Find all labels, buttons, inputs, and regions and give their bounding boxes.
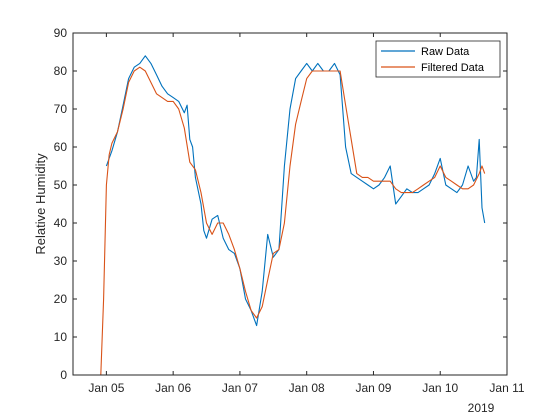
y-tick-label: 40 (54, 216, 68, 230)
y-tick-label: 90 (54, 26, 68, 40)
x-tick-label: Jan 09 (355, 381, 391, 395)
series-line-filtered-data (100, 66, 486, 376)
y-tick-label: 60 (54, 140, 68, 154)
y-tick-label: 0 (60, 368, 67, 382)
series-lines (100, 55, 486, 376)
y-axis-label: Relative Humidity (33, 153, 48, 255)
y-tick-label: 50 (54, 178, 68, 192)
x-tick-label: Jan 05 (88, 381, 124, 395)
x-axis-ticks: Jan 05 Jan 06 Jan 07 Jan 08 Jan 09 Jan 10 Jan … (88, 33, 525, 395)
y-tick-label: 80 (54, 64, 68, 78)
x-axis-year-label: 2019 (468, 401, 495, 415)
y-tick-label: 30 (54, 254, 68, 268)
x-tick-label: Jan 08 (289, 381, 325, 395)
x-tick-label: Jan 07 (222, 381, 258, 395)
legend-entry-filtered-data: Filtered Data (421, 62, 485, 74)
y-tick-label: 70 (54, 102, 68, 116)
y-tick-label: 10 (54, 330, 68, 344)
y-tick-label: 20 (54, 292, 68, 306)
series-line-raw-data (105, 55, 486, 327)
y-axis-ticks: 0 10 20 30 40 50 60 70 80 90 (54, 26, 507, 382)
legend-box (375, 40, 501, 78)
x-tick-label: Jan 06 (155, 381, 191, 395)
x-tick-label: Jan 11 (489, 381, 524, 395)
x-tick-label: Jan 10 (422, 381, 458, 395)
legend: Raw Data Filtered Data (375, 40, 501, 78)
plot-area (73, 33, 507, 375)
legend-entry-raw-data: Raw Data (421, 46, 470, 58)
